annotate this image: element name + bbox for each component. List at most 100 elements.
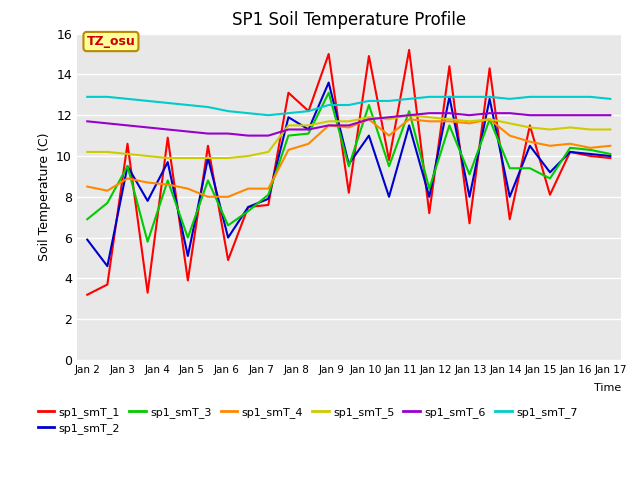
sp1_smT_5 <box>224 155 232 161</box>
sp1_smT_6 <box>405 112 413 118</box>
sp1_smT_4 <box>607 143 614 149</box>
sp1_smT_2 <box>426 194 433 200</box>
sp1_smT_3 <box>224 223 232 228</box>
sp1_smT_1 <box>466 220 474 226</box>
sp1_smT_4 <box>325 122 333 128</box>
sp1_smT_2 <box>607 153 614 159</box>
Line: sp1_smT_3: sp1_smT_3 <box>87 93 611 242</box>
sp1_smT_7 <box>385 98 393 104</box>
sp1_smT_3 <box>566 145 574 151</box>
sp1_smT_2 <box>124 163 131 169</box>
sp1_smT_7 <box>586 94 594 100</box>
sp1_smT_5 <box>144 153 152 159</box>
sp1_smT_4 <box>345 124 353 130</box>
sp1_smT_2 <box>365 132 372 138</box>
sp1_smT_3 <box>546 176 554 181</box>
sp1_smT_5 <box>566 124 574 130</box>
sp1_smT_1 <box>244 204 252 210</box>
sp1_smT_3 <box>445 122 453 128</box>
sp1_smT_5 <box>264 149 272 155</box>
sp1_smT_2 <box>164 159 172 165</box>
sp1_smT_4 <box>124 176 131 181</box>
sp1_smT_5 <box>526 124 534 130</box>
sp1_smT_1 <box>607 155 614 161</box>
sp1_smT_2 <box>83 237 91 242</box>
sp1_smT_6 <box>466 112 474 118</box>
sp1_smT_3 <box>184 235 192 240</box>
sp1_smT_4 <box>184 186 192 192</box>
sp1_smT_5 <box>164 155 172 161</box>
sp1_smT_6 <box>345 122 353 128</box>
sp1_smT_2 <box>104 263 111 269</box>
sp1_smT_3 <box>486 116 493 122</box>
sp1_smT_5 <box>365 114 372 120</box>
sp1_smT_5 <box>83 149 91 155</box>
sp1_smT_1 <box>566 149 574 155</box>
sp1_smT_6 <box>224 131 232 136</box>
sp1_smT_6 <box>506 110 513 116</box>
sp1_smT_2 <box>345 161 353 167</box>
sp1_smT_4 <box>385 132 393 138</box>
sp1_smT_6 <box>426 110 433 116</box>
sp1_smT_5 <box>506 120 513 126</box>
sp1_smT_1 <box>405 47 413 53</box>
Line: sp1_smT_4: sp1_smT_4 <box>87 119 611 197</box>
sp1_smT_6 <box>164 127 172 132</box>
sp1_smT_1 <box>164 135 172 141</box>
sp1_smT_2 <box>325 80 333 85</box>
sp1_smT_2 <box>445 94 453 100</box>
sp1_smT_1 <box>264 202 272 208</box>
sp1_smT_2 <box>566 149 574 155</box>
sp1_smT_3 <box>426 186 433 192</box>
sp1_smT_4 <box>244 186 252 192</box>
sp1_smT_5 <box>426 114 433 120</box>
sp1_smT_3 <box>244 208 252 214</box>
sp1_smT_6 <box>607 112 614 118</box>
sp1_smT_6 <box>385 114 393 120</box>
sp1_smT_1 <box>546 192 554 198</box>
sp1_smT_5 <box>345 119 353 124</box>
sp1_smT_5 <box>204 155 212 161</box>
sp1_smT_7 <box>104 94 111 100</box>
sp1_smT_3 <box>104 200 111 206</box>
Line: sp1_smT_2: sp1_smT_2 <box>87 83 611 266</box>
sp1_smT_5 <box>486 116 493 122</box>
sp1_smT_3 <box>124 163 131 169</box>
sp1_smT_4 <box>546 143 554 149</box>
Y-axis label: Soil Temperature (C): Soil Temperature (C) <box>38 132 51 261</box>
sp1_smT_4 <box>445 119 453 124</box>
sp1_smT_2 <box>526 143 534 149</box>
sp1_smT_3 <box>466 171 474 177</box>
sp1_smT_7 <box>466 94 474 100</box>
sp1_smT_1 <box>365 53 372 59</box>
Line: sp1_smT_7: sp1_smT_7 <box>87 97 611 115</box>
sp1_smT_7 <box>566 94 574 100</box>
sp1_smT_5 <box>466 119 474 124</box>
sp1_smT_3 <box>83 216 91 222</box>
sp1_smT_7 <box>184 102 192 108</box>
sp1_smT_6 <box>285 127 292 132</box>
sp1_smT_2 <box>144 198 152 204</box>
sp1_smT_7 <box>244 110 252 116</box>
sp1_smT_4 <box>586 145 594 151</box>
sp1_smT_4 <box>426 119 433 124</box>
sp1_smT_7 <box>526 94 534 100</box>
sp1_smT_4 <box>305 141 312 147</box>
sp1_smT_5 <box>104 149 111 155</box>
sp1_smT_3 <box>607 151 614 157</box>
sp1_smT_5 <box>244 153 252 159</box>
sp1_smT_4 <box>365 116 372 122</box>
sp1_smT_7 <box>486 94 493 100</box>
sp1_smT_6 <box>445 110 453 116</box>
sp1_smT_5 <box>586 127 594 132</box>
sp1_smT_2 <box>506 194 513 200</box>
sp1_smT_1 <box>144 290 152 296</box>
sp1_smT_5 <box>607 127 614 132</box>
sp1_smT_7 <box>445 94 453 100</box>
sp1_smT_3 <box>204 178 212 183</box>
sp1_smT_6 <box>264 132 272 138</box>
sp1_smT_5 <box>385 116 393 122</box>
sp1_smT_4 <box>526 139 534 144</box>
sp1_smT_5 <box>325 119 333 124</box>
sp1_smT_4 <box>264 186 272 192</box>
